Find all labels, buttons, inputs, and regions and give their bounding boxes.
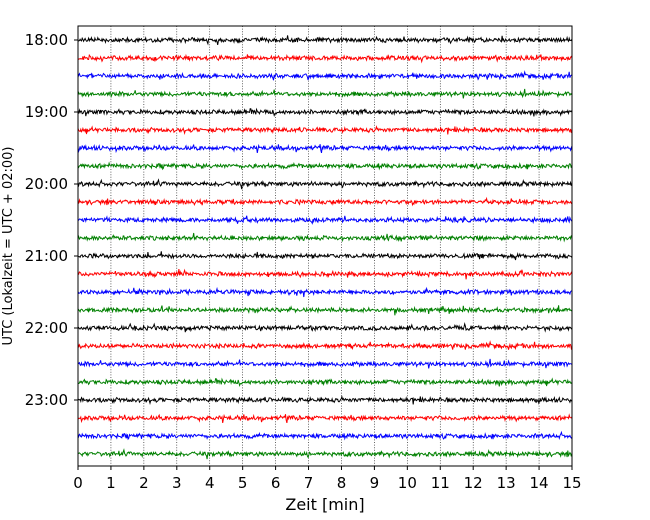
trace-line: [77, 448, 573, 460]
x-tick-label: 9: [370, 474, 380, 492]
y-tick-label: 20:00: [25, 175, 68, 193]
trace-line: [77, 430, 573, 441]
x-tick-label: 13: [497, 474, 516, 492]
x-tick-label: 10: [398, 474, 417, 492]
y-axis-label: UTC (Lokalzeit = UTC + 02:00): [1, 147, 16, 346]
y-axis-ticks: 18:00 19:00 20:00 21:00 22:00 23:00: [25, 31, 78, 409]
trace-line: [77, 395, 573, 405]
x-tick-label: 6: [271, 474, 281, 492]
x-tick-label: 14: [530, 474, 549, 492]
trace-line: [77, 125, 573, 135]
trace-line: [77, 107, 573, 117]
x-tick-label: 8: [337, 474, 347, 492]
x-axis-ticks: 0 1 2 3 4 5 6 7 8 9 10 11 12 13 14 15: [73, 466, 582, 492]
x-tick-label: 4: [205, 474, 215, 492]
trace-line: [77, 377, 573, 387]
y-tick-label: 22:00: [25, 319, 68, 337]
x-axis-label: Zeit [min]: [285, 495, 364, 514]
plot-frame: [77, 25, 573, 467]
x-tick-label: 1: [106, 474, 116, 492]
x-tick-label: 0: [73, 474, 83, 492]
trace-line: [77, 413, 573, 424]
vertical-grid: [110, 26, 540, 466]
trace-line: [77, 358, 573, 369]
trace-line: [77, 161, 573, 171]
trace-line: [77, 53, 573, 64]
trace-line: [77, 286, 573, 298]
trace-line: [77, 251, 573, 261]
trace-line: [77, 305, 573, 316]
trace-line: [77, 178, 573, 190]
y-tick-label: 23:00: [25, 391, 68, 409]
x-tick-label: 11: [431, 474, 450, 492]
x-tick-label: 5: [238, 474, 248, 492]
y-tick-label: 19:00: [25, 103, 68, 121]
seismogram-traces: [77, 35, 573, 460]
x-tick-label: 15: [562, 474, 581, 492]
trace-line: [77, 268, 573, 280]
trace-line: [77, 232, 573, 243]
trace-line: [77, 88, 573, 99]
x-tick-label: 2: [139, 474, 149, 492]
trace-line: [77, 35, 573, 46]
trace-line: [77, 321, 573, 333]
trace-line: [77, 143, 573, 154]
x-tick-label: 7: [304, 474, 314, 492]
x-tick-label: 12: [464, 474, 483, 492]
trace-line: [77, 196, 573, 207]
y-tick-label: 18:00: [25, 31, 68, 49]
trace-line: [77, 340, 573, 351]
y-tick-label: 21:00: [25, 247, 68, 265]
trace-line: [77, 70, 573, 81]
trace-line: [77, 215, 573, 225]
x-tick-label: 3: [172, 474, 182, 492]
